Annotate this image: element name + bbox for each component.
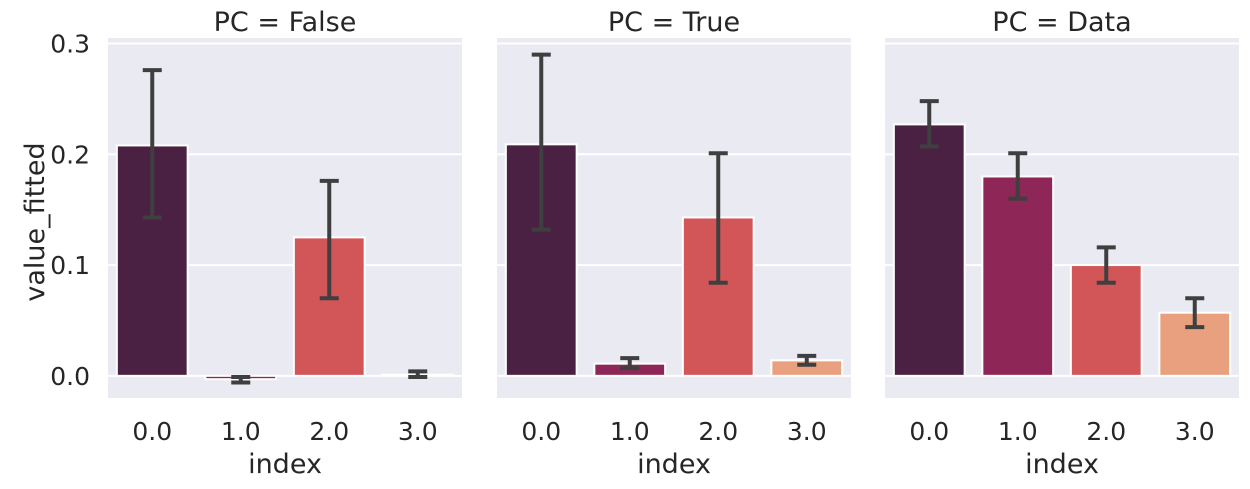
x-tick-label: 0.0 [521,417,561,446]
x-tick-label: 3.0 [398,417,438,446]
panel-1: PC = False 0.0 1.0 2.0 3.0 index 0.0 0.1 0.2 0.3 [50,7,462,480]
x-axis-label: index [248,449,322,480]
x-axis-label: index [637,449,711,480]
x-tick-label: 0.0 [132,417,172,446]
y-tick-label: 0.1 [50,251,90,280]
panel-title: PC = False [214,7,357,38]
x-tick-label: 2.0 [309,417,349,446]
y-tick-label: 0.0 [50,362,90,391]
x-tick-label: 3.0 [787,417,827,446]
bar [981,175,1055,377]
x-tick-label: 3.0 [1175,417,1215,446]
bar [892,123,966,377]
panel-title: PC = True [608,7,740,38]
x-tick-label: 0.0 [909,417,949,446]
x-tick-label: 1.0 [610,417,650,446]
x-tick-label: 2.0 [1086,417,1126,446]
y-tick-label: 0.2 [50,140,90,169]
x-tick-label: 1.0 [998,417,1038,446]
panel-title: PC = Data [992,7,1131,38]
x-axis-label: index [1025,449,1099,480]
x-tick-label: 1.0 [221,417,261,446]
panel-3: PC = Data 0.0 1.0 2.0 3.0 index [885,7,1239,480]
y-axis-label: value_fitted [20,142,51,301]
x-tick-label: 2.0 [698,417,738,446]
panel-2: PC = True 0.0 1.0 2.0 3.0 index [497,7,851,480]
y-tick-label: 0.3 [50,30,90,59]
